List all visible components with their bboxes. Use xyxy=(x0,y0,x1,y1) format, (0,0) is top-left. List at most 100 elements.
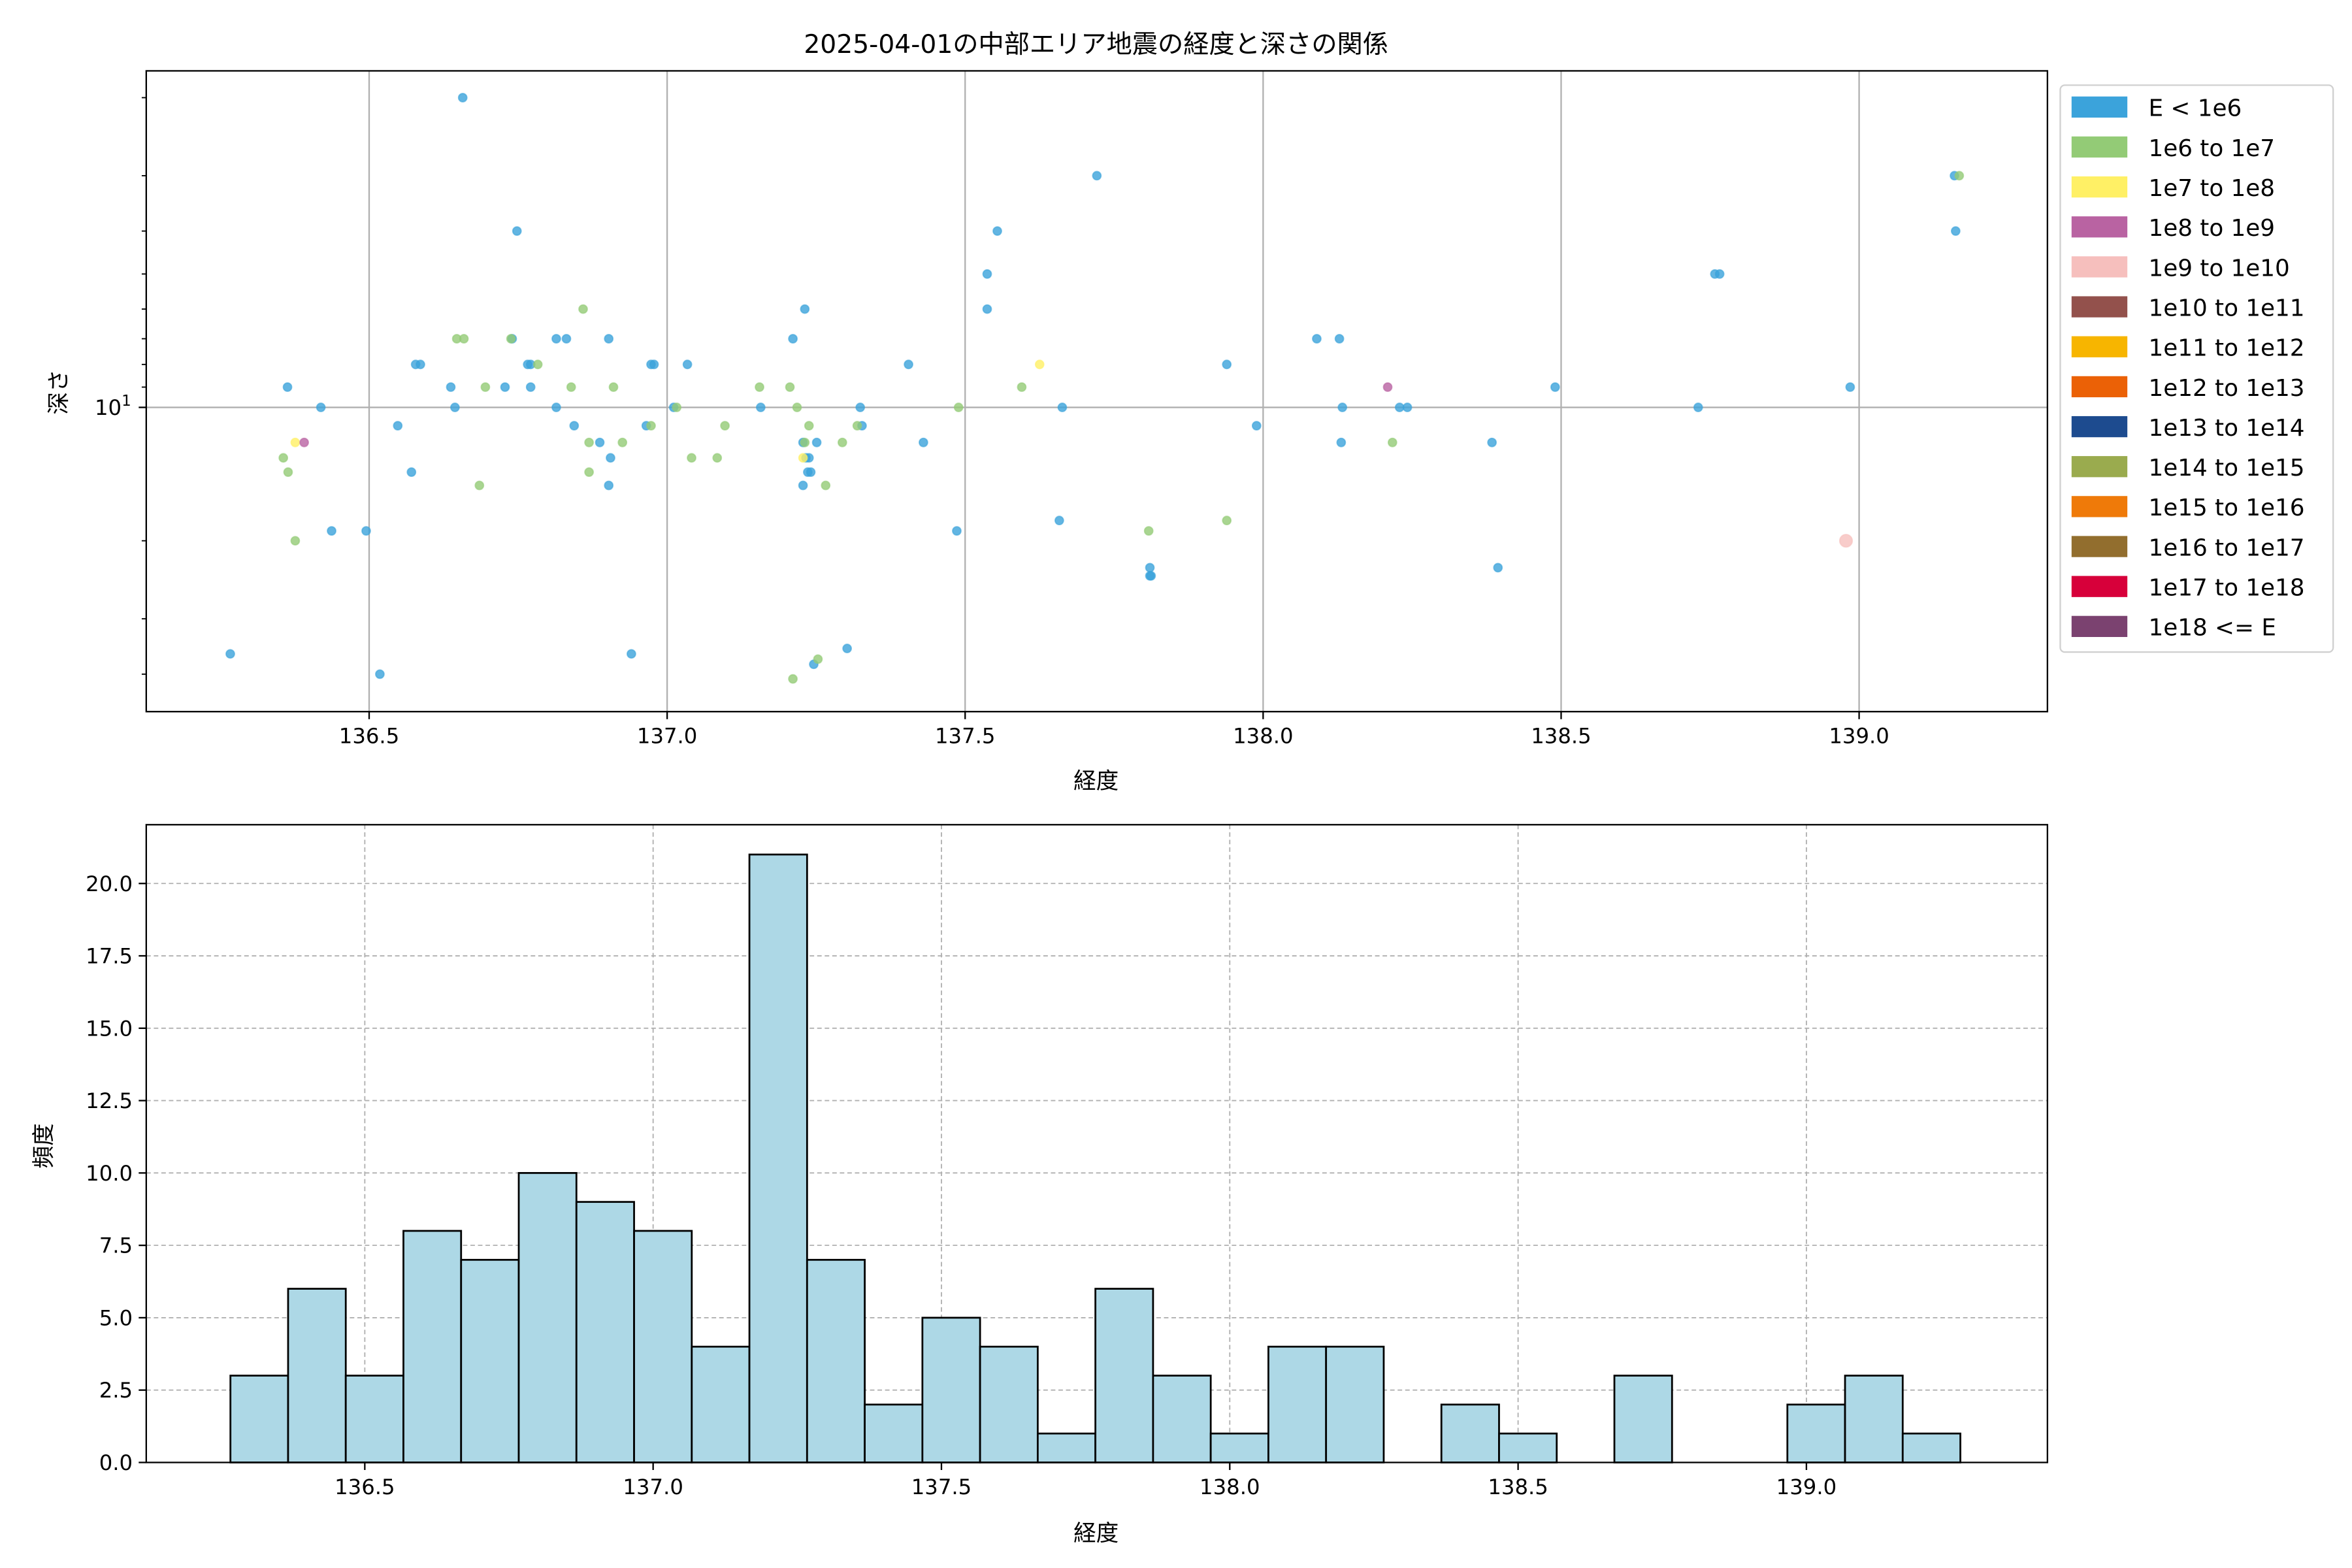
legend-label: 1e13 to 1e14 xyxy=(2148,415,2304,442)
legend-swatch xyxy=(2071,96,2128,118)
legend-label: 1e17 to 1e18 xyxy=(2148,575,2304,602)
legend-label: 1e15 to 1e16 xyxy=(2148,495,2304,521)
data-point xyxy=(393,421,403,431)
data-point xyxy=(1334,334,1345,344)
data-point xyxy=(474,480,485,491)
histogram-bar xyxy=(1498,1432,1558,1463)
legend-swatch xyxy=(2071,296,2128,318)
data-point xyxy=(1714,269,1725,279)
data-point xyxy=(525,382,536,392)
y-tick-exponent: 1 xyxy=(122,393,131,410)
data-point xyxy=(712,453,723,463)
data-point xyxy=(595,437,605,448)
data-point xyxy=(1845,382,1855,392)
data-point xyxy=(459,334,469,344)
data-point xyxy=(361,526,371,536)
y-tick-label: 5.0 xyxy=(99,1305,133,1330)
legend-swatch xyxy=(2071,496,2128,517)
legend-label: 1e11 to 1e12 xyxy=(2148,335,2304,362)
data-point xyxy=(327,526,336,536)
data-point xyxy=(1387,437,1397,448)
x-tick-label: 137.5 xyxy=(911,1475,972,1499)
histogram-bar xyxy=(748,853,808,1463)
x-tick-label: 138.5 xyxy=(1531,724,1591,749)
data-point xyxy=(449,402,460,412)
data-point xyxy=(992,226,1002,237)
legend-label: 1e9 to 1e10 xyxy=(2148,255,2289,282)
data-point xyxy=(480,382,491,392)
scatter-plot: 136.5 137.0 137.5 138.0 138.5 139.0 101 xyxy=(95,70,2048,749)
data-point xyxy=(813,654,823,664)
data-point xyxy=(646,421,656,431)
data-point xyxy=(500,382,510,392)
scatter-axes-frame xyxy=(145,70,2048,713)
histogram-plot: 0.0 2.5 5.0 7.5 10.0 12.5 15.0 17.5 20.0 136.5 137… xyxy=(86,824,2048,1499)
data-point xyxy=(672,402,682,412)
x-tick-label: 137.0 xyxy=(637,724,697,749)
histogram-bar xyxy=(1440,1403,1500,1463)
data-point xyxy=(800,437,810,448)
x-tick-label: 136.5 xyxy=(339,724,399,749)
data-point xyxy=(1336,437,1347,448)
histogram-bar xyxy=(229,1375,289,1463)
histogram-bar xyxy=(1613,1375,1673,1463)
legend-swatch xyxy=(2071,576,2128,597)
data-point xyxy=(798,480,808,491)
data-point xyxy=(1312,334,1322,344)
histogram-bar xyxy=(1786,1403,1846,1463)
data-point xyxy=(855,402,866,412)
data-point xyxy=(608,382,619,392)
legend-swatch xyxy=(2071,456,2128,478)
data-point xyxy=(225,649,235,659)
x-tick-label: 138.5 xyxy=(1488,1475,1548,1499)
histogram-y-label: 頻度 xyxy=(31,1123,57,1168)
x-tick-label: 137.5 xyxy=(935,724,995,749)
histogram-bar xyxy=(1325,1345,1385,1463)
histogram-x-label: 経度 xyxy=(1073,1520,1119,1546)
data-point xyxy=(446,382,456,392)
data-point xyxy=(561,334,572,344)
histogram-bar xyxy=(287,1288,347,1463)
data-point xyxy=(1382,382,1393,392)
data-point xyxy=(1337,402,1348,412)
legend-swatch xyxy=(2071,416,2128,438)
data-point xyxy=(1092,171,1102,181)
histogram-bar xyxy=(633,1230,693,1463)
histogram-bar xyxy=(1152,1375,1212,1463)
data-point xyxy=(283,467,293,478)
data-point xyxy=(1402,402,1413,412)
y-tick-label: 101 xyxy=(95,393,131,420)
data-point xyxy=(788,674,798,684)
data-point xyxy=(919,437,928,448)
data-point xyxy=(1493,563,1503,573)
data-point xyxy=(506,334,516,344)
legend-box xyxy=(2059,84,2334,653)
data-point xyxy=(837,437,847,448)
data-point xyxy=(316,402,326,412)
histogram-bar xyxy=(806,1258,866,1463)
x-tick-label: 138.0 xyxy=(1233,724,1293,749)
data-point xyxy=(584,467,595,478)
data-point xyxy=(299,437,309,448)
histogram-axes-frame xyxy=(145,824,2048,1463)
data-point xyxy=(278,453,289,463)
legend-label: E < 1e6 xyxy=(2148,95,2242,122)
histogram-bar xyxy=(979,1345,1039,1463)
data-point xyxy=(551,334,561,344)
data-point xyxy=(953,402,964,412)
data-point xyxy=(604,334,614,344)
data-point xyxy=(1550,382,1560,392)
data-point xyxy=(904,359,913,370)
legend-label: 1e12 to 1e13 xyxy=(2148,375,2304,402)
x-tick-label: 138.0 xyxy=(1200,1475,1260,1499)
histogram-bar xyxy=(921,1316,981,1463)
y-tick-label: 20.0 xyxy=(86,872,133,896)
data-point xyxy=(1145,563,1155,573)
data-point xyxy=(1693,402,1703,412)
legend-label: 1e6 to 1e7 xyxy=(2148,135,2275,162)
data-point xyxy=(1146,571,1156,581)
histogram-bar xyxy=(344,1375,404,1463)
y-tick-label: 2.5 xyxy=(99,1378,133,1403)
legend-swatch xyxy=(2071,136,2128,158)
